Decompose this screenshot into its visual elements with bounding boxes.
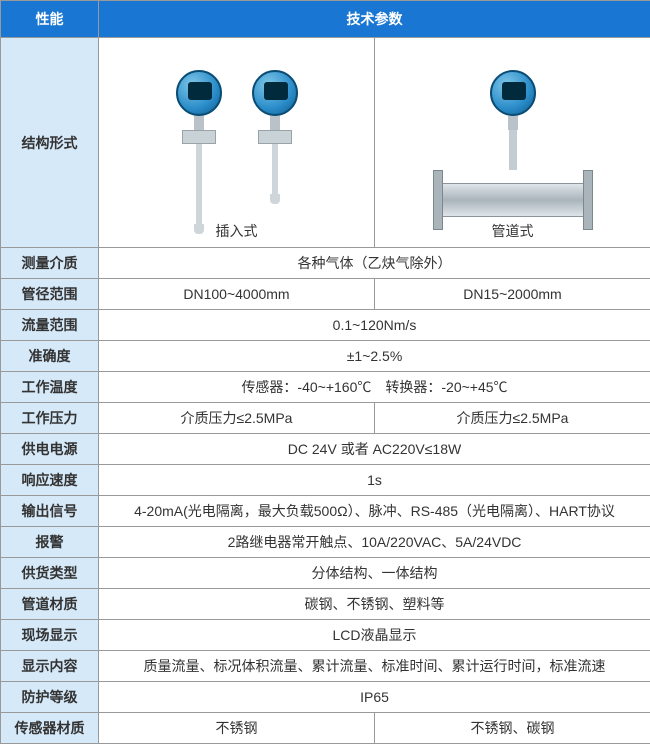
label-flowrange: 流量范围 (1, 310, 99, 341)
val-response: 1s (99, 465, 650, 496)
val-supply: 分体结构、一体结构 (99, 558, 650, 589)
val-display: LCD液晶显示 (99, 620, 650, 651)
val-alarm: 2路继电器常开触点、10A/220VAC、5A/24VDC (99, 527, 650, 558)
val-diameter-right: DN15~2000mm (375, 279, 650, 310)
label-power: 供电电源 (1, 434, 99, 465)
probe-long-icon (176, 70, 222, 234)
label-alarm: 报警 (1, 527, 99, 558)
row-supply: 供货类型 分体结构、一体结构 (1, 558, 650, 589)
val-pipemat: 碳钢、不锈钢、塑料等 (99, 589, 650, 620)
val-content: 质量流量、标况体积流量、累计流量、标准时间、累计运行时间，标准流速 (99, 651, 650, 682)
row-pipemat: 管道材质 碳钢、不锈钢、塑料等 (1, 589, 650, 620)
row-content: 显示内容 质量流量、标况体积流量、累计流量、标准时间、累计运行时间，标准流速 (1, 651, 650, 682)
val-diameter-left: DN100~4000mm (99, 279, 375, 310)
label-accuracy: 准确度 (1, 341, 99, 372)
row-flowrange: 流量范围 0.1~120Nm/s (1, 310, 650, 341)
label-content: 显示内容 (1, 651, 99, 682)
label-sensormat: 传感器材质 (1, 713, 99, 744)
val-pressure-left: 介质压力≤2.5MPa (99, 403, 375, 434)
row-display: 现场显示 LCD液晶显示 (1, 620, 650, 651)
row-output: 输出信号 4-20mA(光电隔离，最大负载500Ω）、脉冲、RS-485（光电隔… (1, 496, 650, 527)
val-sensormat-right: 不锈钢、碳钢 (375, 713, 650, 744)
row-diameter: 管径范围 DN100~4000mm DN15~2000mm (1, 279, 650, 310)
label-supply: 供货类型 (1, 558, 99, 589)
header-spec: 技术参数 (99, 1, 650, 38)
row-ip: 防护等级 IP65 (1, 682, 650, 713)
pipeline-image-cell: 管道式 (375, 38, 650, 248)
insertion-caption: 插入式 (99, 221, 374, 241)
label-diameter: 管径范围 (1, 279, 99, 310)
insertion-devices (103, 70, 370, 225)
val-output: 4-20mA(光电隔离，最大负载500Ω）、脉冲、RS-485（光电隔离）、HA… (99, 496, 650, 527)
probe-short-icon (252, 70, 298, 204)
label-pipemat: 管道材质 (1, 589, 99, 620)
header-row: 性能 技术参数 (1, 1, 650, 38)
label-output: 输出信号 (1, 496, 99, 527)
row-sensormat: 传感器材质 不锈钢 不锈钢、碳钢 (1, 713, 650, 744)
insertion-image-cell: 插入式 (99, 38, 375, 248)
val-temp: 传感器：-40~+160℃ 转换器：-20~+45℃ (99, 372, 650, 403)
label-medium: 测量介质 (1, 248, 99, 279)
label-temp: 工作温度 (1, 372, 99, 403)
structure-label: 结构形式 (1, 38, 99, 248)
val-sensormat-left: 不锈钢 (99, 713, 375, 744)
val-medium: 各种气体（乙炔气除外） (99, 248, 650, 279)
header-perf: 性能 (1, 1, 99, 38)
structure-row: 结构形式 插入式 管道式 (1, 38, 650, 248)
val-pressure-right: 介质压力≤2.5MPa (375, 403, 650, 434)
label-response: 响应速度 (1, 465, 99, 496)
row-medium: 测量介质 各种气体（乙炔气除外） (1, 248, 650, 279)
val-ip: IP65 (99, 682, 650, 713)
row-response: 响应速度 1s (1, 465, 650, 496)
pipe-device-icon (433, 70, 593, 230)
row-alarm: 报警 2路继电器常开触点、10A/220VAC、5A/24VDC (1, 527, 650, 558)
spec-table: 性能 技术参数 结构形式 插入式 管道式 (0, 0, 650, 744)
label-pressure: 工作压力 (1, 403, 99, 434)
pipeline-device (379, 70, 646, 225)
row-pressure: 工作压力 介质压力≤2.5MPa 介质压力≤2.5MPa (1, 403, 650, 434)
val-accuracy: ±1~2.5% (99, 341, 650, 372)
row-temp: 工作温度 传感器：-40~+160℃ 转换器：-20~+45℃ (1, 372, 650, 403)
val-power: DC 24V 或者 AC220V≤18W (99, 434, 650, 465)
row-accuracy: 准确度 ±1~2.5% (1, 341, 650, 372)
row-power: 供电电源 DC 24V 或者 AC220V≤18W (1, 434, 650, 465)
val-flowrange: 0.1~120Nm/s (99, 310, 650, 341)
pipeline-caption: 管道式 (375, 221, 650, 241)
label-ip: 防护等级 (1, 682, 99, 713)
label-display: 现场显示 (1, 620, 99, 651)
